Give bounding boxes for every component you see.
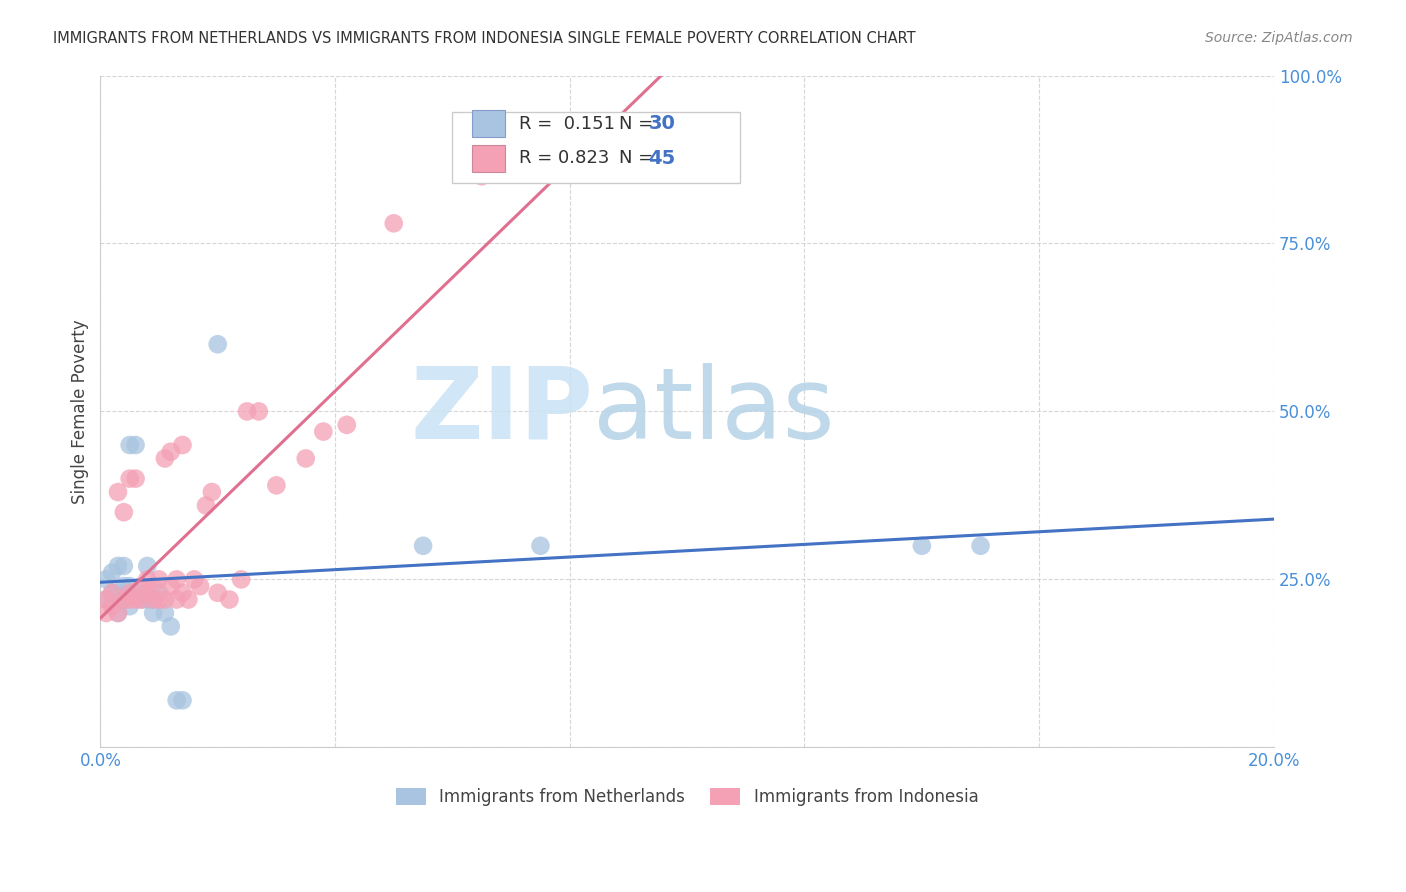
Point <box>96 573 118 587</box>
Point <box>124 592 146 607</box>
Text: N =: N = <box>619 115 659 133</box>
FancyBboxPatch shape <box>453 112 740 183</box>
Point <box>159 444 181 458</box>
Point <box>124 438 146 452</box>
Point <box>118 599 141 614</box>
Point <box>471 169 494 184</box>
Point <box>112 505 135 519</box>
FancyBboxPatch shape <box>472 111 505 137</box>
Point <box>969 539 991 553</box>
Legend: Immigrants from Netherlands, Immigrants from Indonesia: Immigrants from Netherlands, Immigrants … <box>389 781 986 813</box>
Point <box>266 478 288 492</box>
Point <box>312 425 335 439</box>
Point <box>107 558 129 573</box>
Point <box>118 579 141 593</box>
Text: 30: 30 <box>648 114 675 134</box>
Point <box>142 579 165 593</box>
Point <box>107 606 129 620</box>
Point <box>136 592 159 607</box>
Point <box>247 404 270 418</box>
Point <box>131 579 153 593</box>
Point <box>131 592 153 607</box>
Text: Source: ZipAtlas.com: Source: ZipAtlas.com <box>1205 31 1353 45</box>
Point <box>112 579 135 593</box>
Point <box>207 337 229 351</box>
Point <box>107 586 129 600</box>
Point <box>159 579 181 593</box>
Point <box>136 558 159 573</box>
Point <box>142 606 165 620</box>
Point <box>112 558 135 573</box>
Point <box>172 438 194 452</box>
Point <box>412 539 434 553</box>
Point <box>148 573 170 587</box>
Point <box>153 606 176 620</box>
Point <box>153 592 176 607</box>
Text: R =  0.151: R = 0.151 <box>519 115 616 133</box>
Point <box>529 539 551 553</box>
Point <box>96 592 118 607</box>
Point <box>107 606 129 620</box>
Point <box>124 472 146 486</box>
Point <box>136 586 159 600</box>
Point <box>166 592 188 607</box>
Text: R = 0.823: R = 0.823 <box>519 149 610 167</box>
Point <box>131 592 153 607</box>
Point <box>136 573 159 587</box>
Point <box>118 472 141 486</box>
Point <box>142 592 165 607</box>
Point <box>112 592 135 607</box>
Text: IMMIGRANTS FROM NETHERLANDS VS IMMIGRANTS FROM INDONESIA SINGLE FEMALE POVERTY C: IMMIGRANTS FROM NETHERLANDS VS IMMIGRANT… <box>53 31 917 46</box>
Point <box>336 417 359 432</box>
FancyBboxPatch shape <box>472 145 505 171</box>
Point <box>172 586 194 600</box>
Text: atlas: atlas <box>593 363 835 460</box>
Point <box>231 573 253 587</box>
Point <box>101 566 124 580</box>
Point <box>172 693 194 707</box>
Point <box>118 592 141 607</box>
Point <box>183 573 205 587</box>
Point <box>294 451 316 466</box>
Point <box>188 579 211 593</box>
Point <box>911 539 934 553</box>
Point <box>107 485 129 500</box>
Point <box>153 451 176 466</box>
Point <box>201 485 224 500</box>
Text: 45: 45 <box>648 149 676 168</box>
Point <box>207 586 229 600</box>
Point <box>166 693 188 707</box>
Point <box>177 592 200 607</box>
Point <box>101 586 124 600</box>
Y-axis label: Single Female Poverty: Single Female Poverty <box>72 319 89 504</box>
Point <box>382 216 405 230</box>
Point <box>218 592 240 607</box>
Point <box>124 586 146 600</box>
Point <box>236 404 259 418</box>
Point <box>118 586 141 600</box>
Text: N =: N = <box>619 149 659 167</box>
Point <box>101 599 124 614</box>
Point <box>96 592 118 607</box>
Point <box>159 619 181 633</box>
Point <box>112 592 135 607</box>
Text: ZIP: ZIP <box>411 363 593 460</box>
Point <box>101 586 124 600</box>
Point <box>142 592 165 607</box>
Point <box>194 499 217 513</box>
Point <box>166 573 188 587</box>
Point <box>118 438 141 452</box>
Point <box>96 606 118 620</box>
Point <box>148 586 170 600</box>
Point <box>148 592 170 607</box>
